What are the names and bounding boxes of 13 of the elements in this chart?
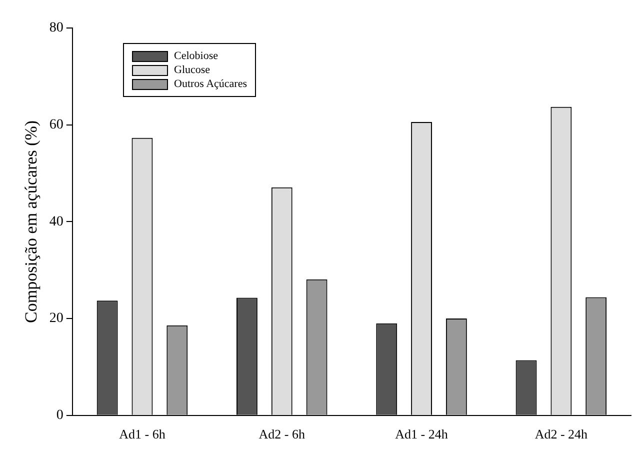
- y-tick-label: 0: [56, 408, 64, 424]
- x-tick-label: Ad1 - 24h: [395, 426, 448, 442]
- y-tick-label: 20: [49, 311, 64, 326]
- x-tick-label: Ad2 - 24h: [534, 426, 588, 442]
- x-tick-label: Ad2 - 6h: [258, 426, 306, 442]
- legend-label: Celobiose: [174, 50, 218, 62]
- x-tick-label: Ad1 - 6h: [119, 426, 166, 442]
- y-axis-title: Composição em açúcares (%): [22, 120, 41, 323]
- legend-label: Outros Açúcares: [174, 78, 248, 90]
- y-tick-label: 80: [49, 20, 64, 36]
- legend-label: Glucose: [174, 64, 210, 76]
- y-tick-label: 40: [49, 214, 64, 230]
- y-tick-label: 60: [49, 118, 64, 133]
